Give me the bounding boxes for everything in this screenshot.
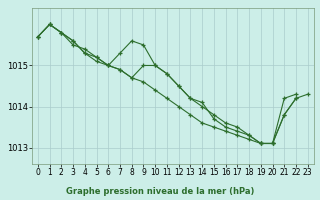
- Text: Graphe pression niveau de la mer (hPa): Graphe pression niveau de la mer (hPa): [66, 187, 254, 196]
